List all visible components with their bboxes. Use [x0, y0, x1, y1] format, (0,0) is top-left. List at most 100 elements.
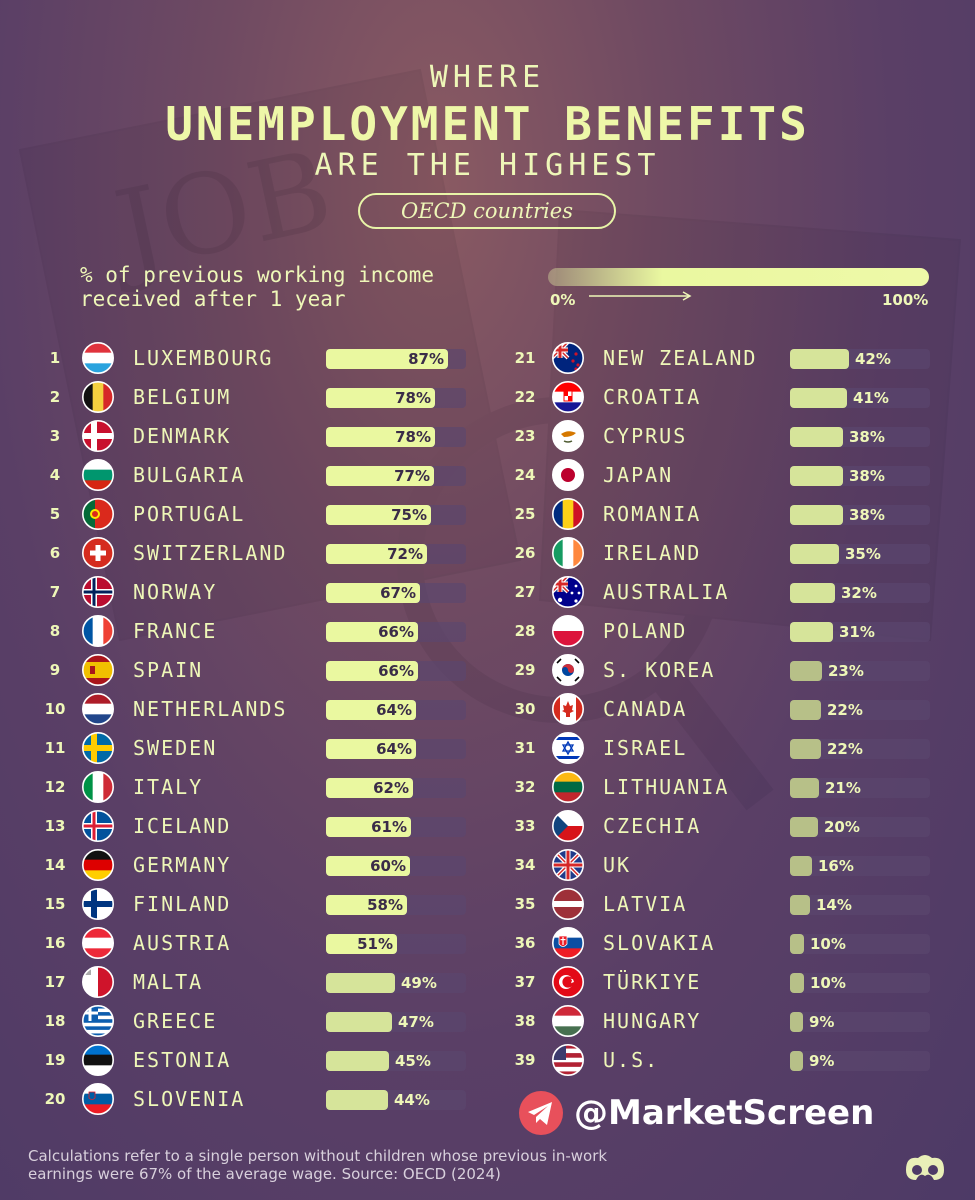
data-label: 32% — [841, 584, 877, 602]
bar — [326, 622, 418, 642]
luxembourg-flag-icon — [82, 342, 114, 374]
chart-row: 39 U.S. 9% — [508, 1043, 930, 1077]
chart-row: 14 GERMANY 60% — [38, 848, 466, 882]
bar-track: 51% — [326, 934, 466, 954]
data-label: 10% — [810, 974, 846, 992]
country-label: CZECHIA — [603, 814, 702, 838]
country-label: BELGIUM — [133, 385, 232, 409]
bar — [790, 934, 804, 954]
data-label: 9% — [809, 1013, 835, 1031]
data-label: 66% — [378, 662, 414, 680]
chart-row: 5 PORTUGAL 75% — [38, 497, 466, 531]
bar-track: 21% — [790, 778, 930, 798]
chart-row: 31 ISRAEL 22% — [508, 731, 930, 765]
finland-flag-icon — [82, 888, 114, 920]
bar-track: 22% — [790, 700, 930, 720]
rank-label: 13 — [44, 817, 66, 835]
bar — [790, 700, 821, 720]
bar-track: 72% — [326, 544, 466, 564]
country-label: GREECE — [133, 1009, 218, 1033]
bar-track: 14% — [790, 895, 930, 915]
rank-label: 20 — [44, 1090, 66, 1108]
denmark-flag-icon — [82, 420, 114, 452]
sweden-flag-icon — [82, 732, 114, 764]
country-label: LITHUANIA — [603, 775, 730, 799]
data-label: 72% — [387, 545, 423, 563]
germany-flag-icon — [82, 849, 114, 881]
bar-track: 35% — [790, 544, 930, 564]
bar-track: 60% — [326, 856, 466, 876]
bulgaria-flag-icon — [82, 459, 114, 491]
estonia-flag-icon — [82, 1044, 114, 1076]
country-label: NORWAY — [133, 580, 218, 604]
chart-row: 22 CROATIA 41% — [508, 380, 930, 414]
chart-row: 33 CZECHIA 20% — [508, 809, 930, 843]
telegram-icon — [519, 1091, 563, 1135]
uk-flag-icon — [552, 849, 584, 881]
bar — [790, 583, 835, 603]
austria-flag-icon — [82, 927, 114, 959]
chart-row: 16 AUSTRIA 51% — [38, 926, 466, 960]
chart-row: 11 SWEDEN 64% — [38, 731, 466, 765]
bar-track: 78% — [326, 388, 466, 408]
promo-handle: @MarketScreen — [574, 1093, 875, 1133]
data-label: 20% — [824, 818, 860, 836]
bar-track: 75% — [326, 505, 466, 525]
chart-row: 34 UK 16% — [508, 848, 930, 882]
bar-track: 38% — [790, 505, 930, 525]
bar — [326, 739, 416, 759]
country-label: HUNGARY — [603, 1009, 702, 1033]
data-label: 9% — [809, 1052, 835, 1070]
data-label: 31% — [839, 623, 875, 641]
rank-label: 5 — [49, 505, 61, 523]
rank-label: 29 — [514, 661, 536, 679]
data-label: 42% — [855, 350, 891, 368]
chart-row: 24 JAPAN 38% — [508, 458, 930, 492]
chart-row: 27 AUSTRALIA 32% — [508, 575, 930, 609]
bar-track: 67% — [326, 583, 466, 603]
iceland-flag-icon — [82, 810, 114, 842]
country-label: GERMANY — [133, 853, 232, 877]
chart-row: 19 ESTONIA 45% — [38, 1043, 466, 1077]
country-label: FRANCE — [133, 619, 218, 643]
data-label: 16% — [818, 857, 854, 875]
rank-label: 14 — [44, 856, 66, 874]
australia-flag-icon — [552, 576, 584, 608]
rank-label: 30 — [514, 700, 536, 718]
rank-label: 3 — [49, 427, 61, 445]
country-label: CANADA — [603, 697, 688, 721]
greece-flag-icon — [82, 1005, 114, 1037]
chart-row: 3 DENMARK 78% — [38, 419, 466, 453]
country-label: CYPRUS — [603, 424, 688, 448]
visual-capitalist-logo — [906, 1155, 944, 1180]
rank-label: 9 — [49, 661, 61, 679]
bar — [326, 544, 427, 564]
chart-row: 9 SPAIN 66% — [38, 653, 466, 687]
bar — [790, 661, 822, 681]
legend-min-label: 0% — [550, 291, 576, 309]
data-label: 58% — [367, 896, 403, 914]
rank-label: 22 — [514, 388, 536, 406]
country-label: MALTA — [133, 970, 204, 994]
data-label: 78% — [395, 428, 431, 446]
rank-label: 27 — [514, 583, 536, 601]
bar — [326, 1090, 388, 1110]
chart-row: 12 ITALY 62% — [38, 770, 466, 804]
slovakia-flag-icon — [552, 927, 584, 959]
bar — [326, 661, 418, 681]
data-label: 14% — [816, 896, 852, 914]
country-label: SWITZERLAND — [133, 541, 288, 565]
chart-row: 15 FINLAND 58% — [38, 887, 466, 921]
rank-label: 33 — [514, 817, 536, 835]
data-label: 75% — [391, 506, 427, 524]
chart-row: 18 GREECE 47% — [38, 1004, 466, 1038]
bar — [790, 505, 843, 525]
south-korea-flag-icon — [552, 654, 584, 686]
bar — [326, 349, 448, 369]
data-label: 49% — [401, 974, 437, 992]
country-label: PORTUGAL — [133, 502, 246, 526]
bar-track: 31% — [790, 622, 930, 642]
legend-scale-bar — [548, 268, 929, 286]
belgium-flag-icon — [82, 381, 114, 413]
chart-row: 36 SLOVAKIA 10% — [508, 926, 930, 960]
